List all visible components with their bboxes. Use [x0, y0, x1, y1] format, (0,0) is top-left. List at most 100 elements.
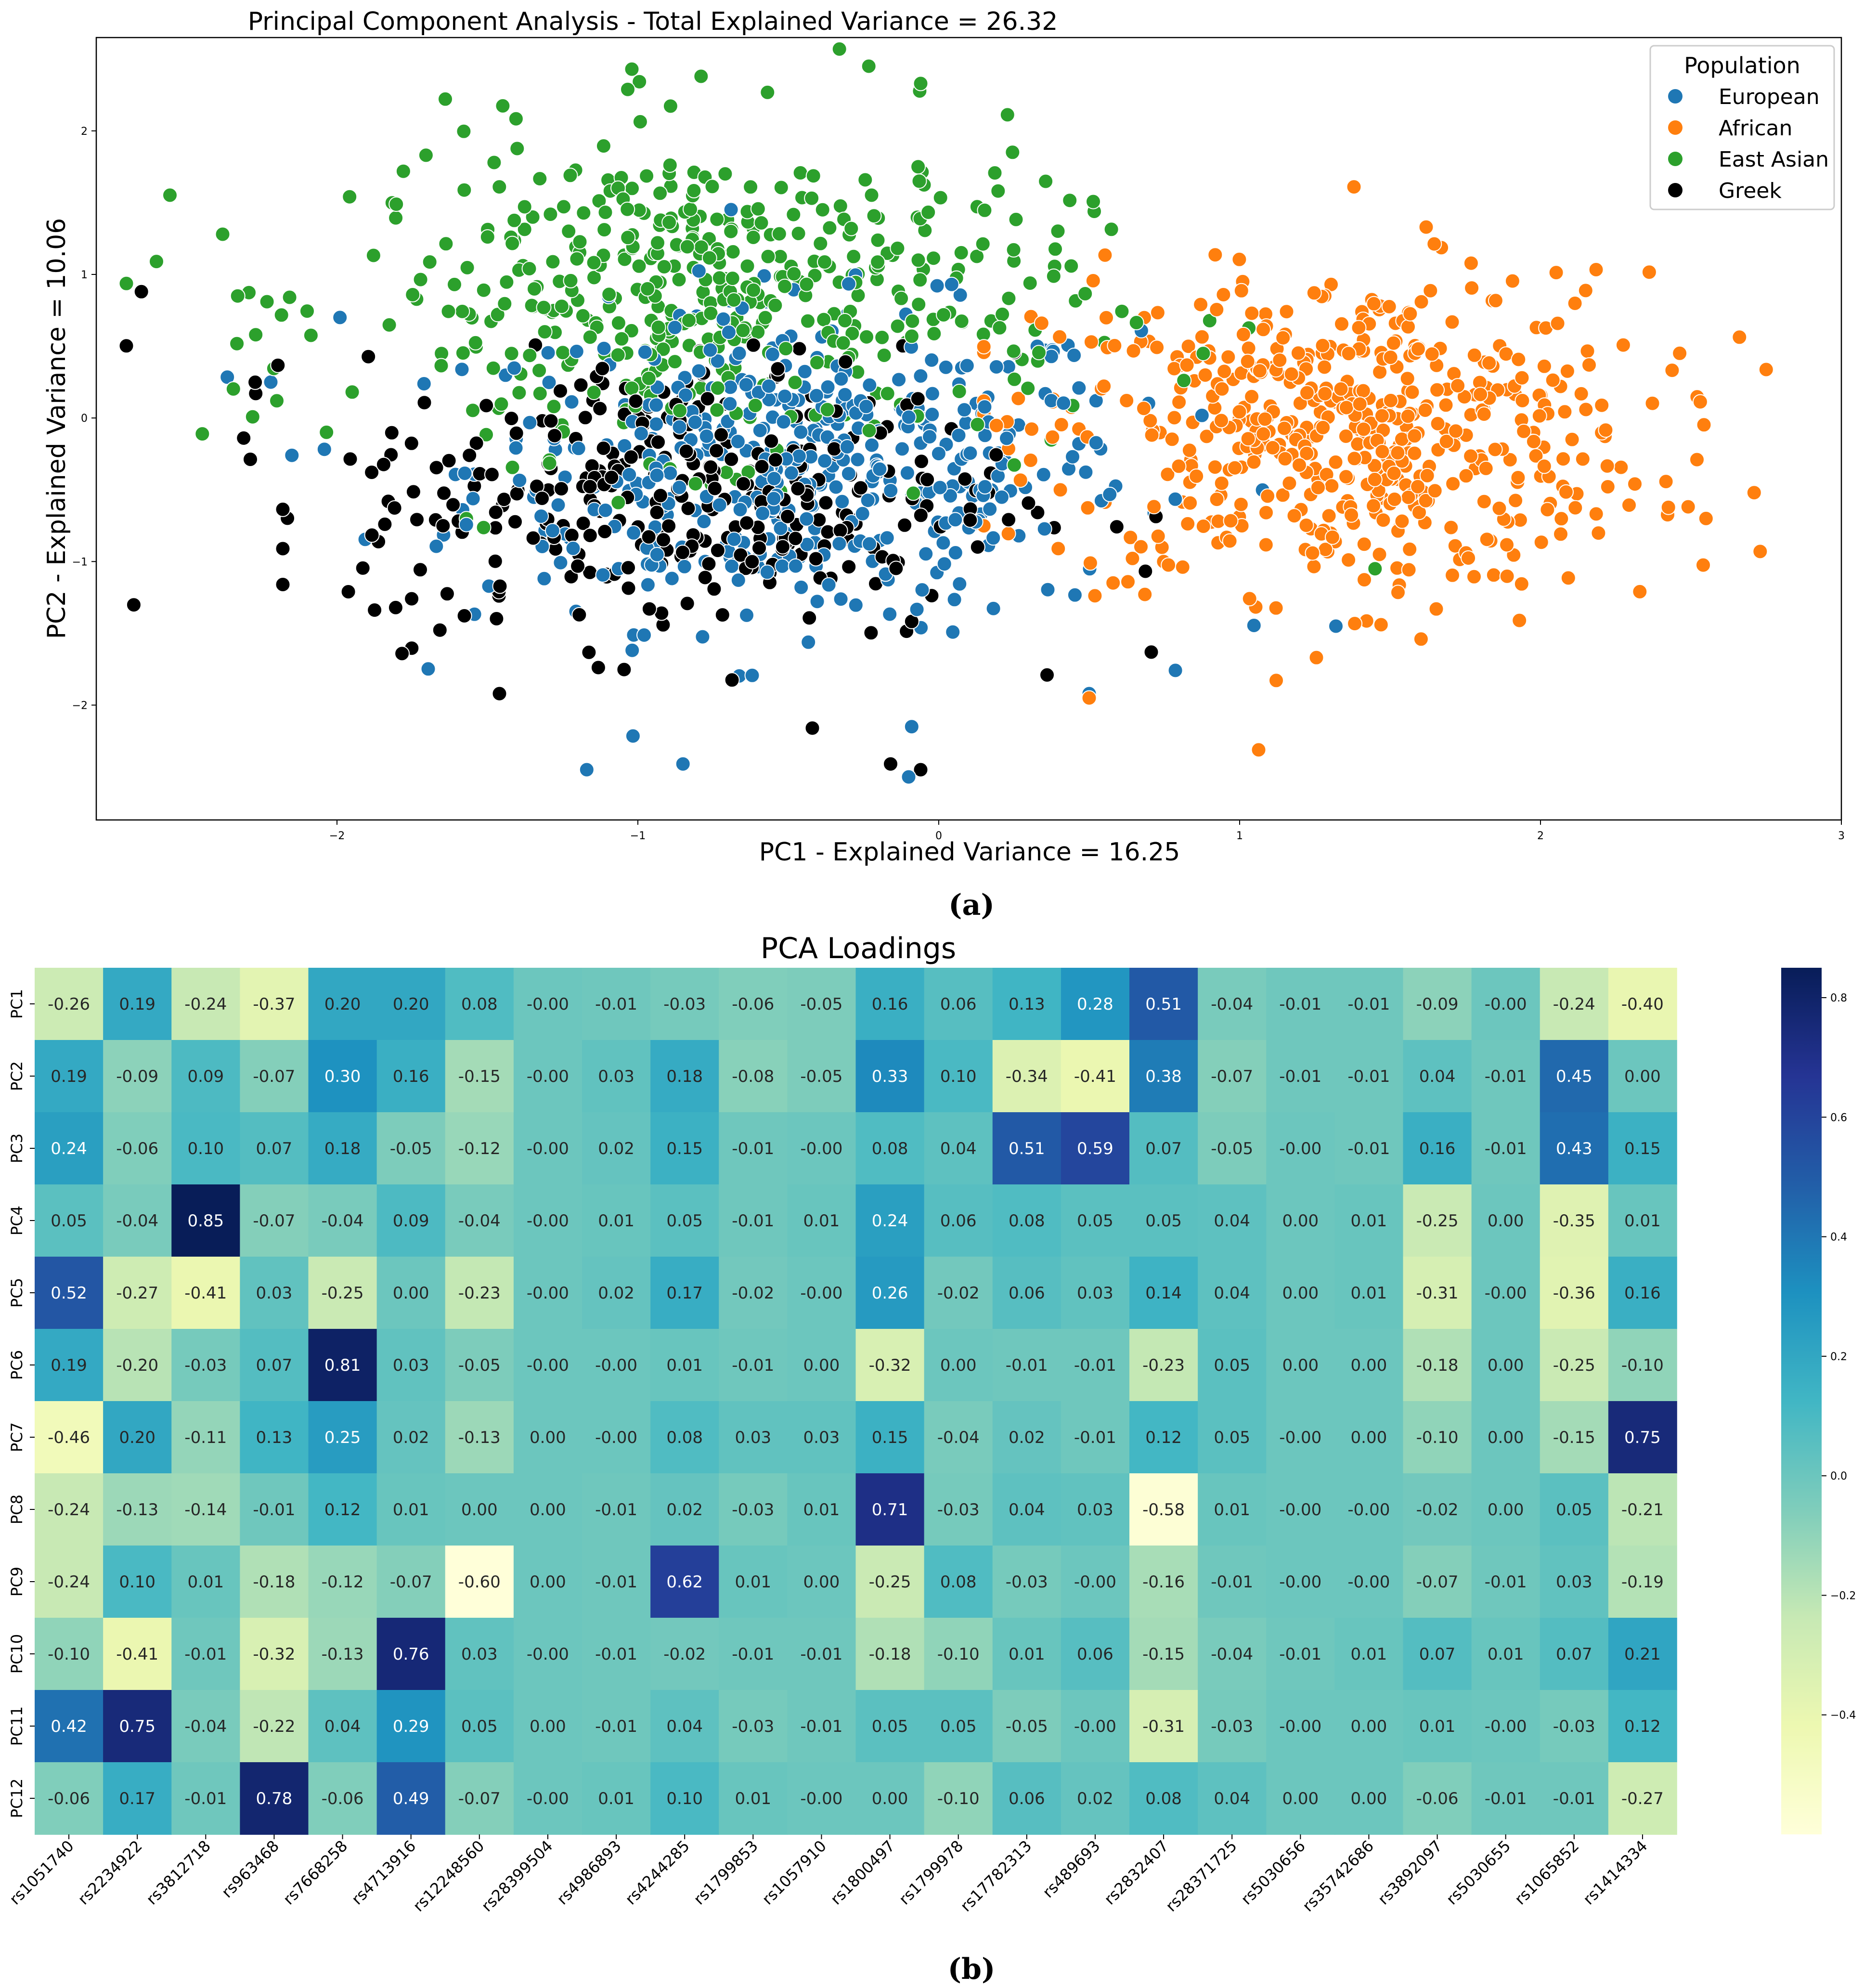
- heatmap-cell: [719, 1762, 788, 1835]
- point-african: [1290, 345, 1306, 361]
- heatmap-cell: [855, 1329, 925, 1402]
- heatmap-cell: [719, 1546, 788, 1618]
- heatmap-cell-label: -0.03: [937, 1500, 980, 1520]
- heatmap-cell-label: 0.13: [1009, 995, 1045, 1014]
- heatmap-cell-label: -0.03: [184, 1356, 227, 1375]
- heatmap-cell: [1608, 1329, 1677, 1402]
- x-tick-label: 2: [1537, 830, 1544, 842]
- heatmap-cell-label: 0.10: [119, 1572, 155, 1592]
- point-african: [1450, 378, 1466, 394]
- point-european: [766, 471, 782, 486]
- point-african: [1445, 567, 1460, 583]
- point-greek: [435, 518, 451, 533]
- column-label: rs1799853: [690, 1837, 762, 1909]
- point-east-asian: [786, 207, 802, 222]
- heatmap-cell-label: 0.05: [1556, 1500, 1592, 1520]
- heatmap-cell: [376, 1690, 446, 1763]
- point-african: [1553, 526, 1568, 542]
- heatmap-cell: [240, 1112, 309, 1185]
- point-east-asian: [822, 220, 838, 236]
- point-african: [1306, 285, 1322, 301]
- heatmap-cell: [1061, 1329, 1130, 1402]
- row-label: PC3: [8, 1133, 26, 1163]
- point-east-asian: [911, 297, 927, 312]
- heatmap-cell: [513, 1184, 582, 1257]
- point-african: [1105, 575, 1121, 591]
- heatmap-cell: [1540, 1618, 1609, 1690]
- point-greek: [553, 383, 568, 399]
- point-african: [1182, 495, 1198, 511]
- heatmap-cell-label: -0.10: [937, 1645, 980, 1664]
- point-east-asian: [843, 221, 859, 236]
- point-african: [1488, 293, 1503, 309]
- point-african: [1536, 358, 1552, 374]
- point-african: [1227, 460, 1243, 476]
- point-african: [1478, 460, 1494, 476]
- point-african: [1050, 541, 1066, 557]
- point-east-asian: [816, 312, 832, 327]
- point-east-asian: [880, 386, 895, 402]
- point-african: [1511, 351, 1527, 367]
- heatmap-cell-label: 0.03: [1556, 1572, 1592, 1592]
- point-european: [625, 728, 641, 744]
- heatmap-cell-label: -0.23: [458, 1284, 501, 1303]
- heatmap-cell-label: 0.05: [461, 1717, 498, 1736]
- heatmap-cell: [240, 1473, 309, 1546]
- heatmap-cell-label: -0.03: [663, 995, 706, 1014]
- heatmap-cell-label: 0.51: [1145, 995, 1182, 1014]
- point-east-asian: [650, 235, 665, 251]
- column-label: rs17782313: [957, 1837, 1035, 1915]
- heatmap-cell-label: -0.23: [1142, 1356, 1185, 1375]
- heatmap-cell-label: -0.02: [937, 1284, 980, 1303]
- point-european: [1066, 348, 1082, 363]
- point-african: [1466, 569, 1482, 585]
- point-african: [1560, 570, 1576, 586]
- point-african: [1149, 339, 1165, 355]
- heatmap-cell-label: -0.25: [322, 1284, 364, 1303]
- heatmap-cell: [1403, 1329, 1472, 1402]
- point-east-asian: [739, 258, 755, 274]
- heatmap-cell: [376, 1546, 446, 1618]
- point-african: [1166, 410, 1182, 426]
- point-european: [715, 311, 731, 327]
- point-greek: [914, 454, 929, 469]
- point-african: [1689, 452, 1705, 468]
- heatmap-cell: [1471, 1690, 1540, 1763]
- heatmap-cell: [719, 968, 788, 1040]
- heatmap-cell-label: -0.04: [322, 1211, 364, 1231]
- point-african: [1418, 493, 1434, 508]
- point-greek: [724, 451, 739, 467]
- heatmap-cell: [1266, 1112, 1335, 1185]
- point-east-asian: [438, 91, 453, 107]
- point-east-asian: [787, 375, 803, 390]
- heatmap-cell: [582, 1040, 651, 1113]
- heatmap-cell: [787, 1184, 856, 1257]
- point-european: [922, 429, 937, 445]
- heatmap-cell-label: -0.07: [1211, 1067, 1253, 1086]
- heatmap-cell: [1403, 1257, 1472, 1329]
- point-greek: [462, 447, 478, 463]
- heatmap-cell: [650, 1040, 720, 1113]
- point-greek: [733, 547, 749, 563]
- heatmap-cell-label: -0.00: [1074, 1717, 1116, 1736]
- point-east-asian: [906, 485, 921, 501]
- heatmap-cell-label: -0.01: [1485, 1789, 1527, 1808]
- legend-label-european: European: [1719, 85, 1820, 109]
- heatmap-cell: [1608, 1257, 1677, 1329]
- row-label: PC2: [8, 1061, 26, 1091]
- heatmap-cell: [240, 1040, 309, 1113]
- point-greek: [364, 527, 380, 543]
- heatmap-cell: [582, 1401, 651, 1474]
- heatmap-cell-label: 0.00: [530, 1717, 566, 1736]
- point-east-asian: [890, 240, 906, 256]
- point-african: [1258, 505, 1274, 520]
- heatmap-cell-label: -0.18: [869, 1645, 911, 1664]
- point-african: [1344, 507, 1359, 523]
- point-african: [1448, 423, 1463, 439]
- point-european: [985, 530, 1001, 546]
- heatmap-cell-label: -0.11: [184, 1428, 227, 1447]
- point-east-asian: [992, 320, 1008, 336]
- heatmap-cell-label: -0.27: [1621, 1789, 1664, 1808]
- point-european: [676, 559, 692, 574]
- point-european: [901, 409, 917, 425]
